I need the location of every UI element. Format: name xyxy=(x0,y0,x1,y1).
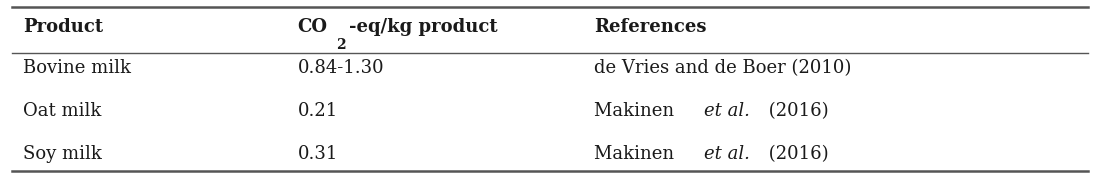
Text: Soy milk: Soy milk xyxy=(23,145,102,163)
Text: Makinen: Makinen xyxy=(594,145,680,163)
Text: 2: 2 xyxy=(337,38,345,52)
Text: et al.: et al. xyxy=(704,102,750,120)
Text: CO: CO xyxy=(298,18,328,36)
Text: Bovine milk: Bovine milk xyxy=(23,59,131,77)
Text: 0.31: 0.31 xyxy=(298,145,338,163)
Text: (2016): (2016) xyxy=(763,102,829,120)
Text: Makinen: Makinen xyxy=(594,102,680,120)
Text: et al.: et al. xyxy=(704,145,750,163)
Text: Oat milk: Oat milk xyxy=(23,102,101,120)
Text: 0.21: 0.21 xyxy=(298,102,338,120)
Text: ‑eq/kg product: ‑eq/kg product xyxy=(349,18,497,36)
Text: de Vries and de Boer (2010): de Vries and de Boer (2010) xyxy=(594,59,851,77)
Text: 0.84-1.30: 0.84-1.30 xyxy=(298,59,384,77)
Text: References: References xyxy=(594,18,706,36)
Text: (2016): (2016) xyxy=(763,145,829,163)
Text: Product: Product xyxy=(23,18,103,36)
